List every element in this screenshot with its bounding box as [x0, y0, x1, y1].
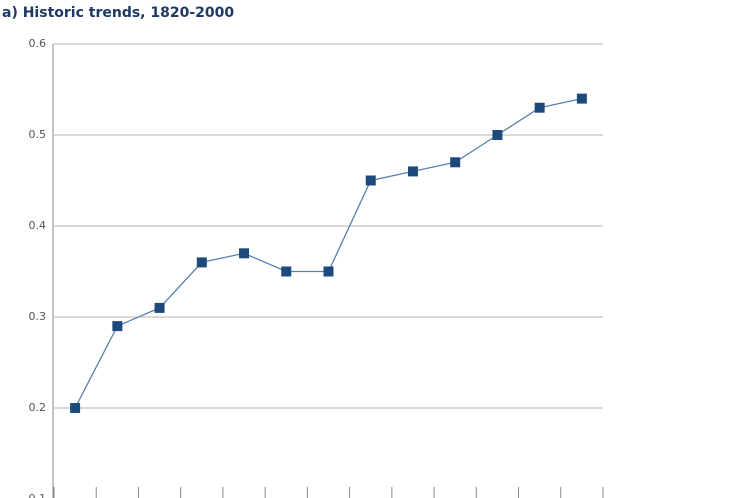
- point-marker: [112, 321, 123, 332]
- chart-title: a) Historic trends, 1820-2000: [2, 5, 234, 21]
- y-tick-label: 0.1: [29, 492, 47, 498]
- point-marker: [239, 248, 250, 259]
- point-marker: [323, 266, 334, 277]
- point-marker: [534, 102, 545, 113]
- point-marker: [70, 403, 81, 413]
- y-tick-label: 0.4: [29, 219, 47, 232]
- y-tick-label: 0.2: [29, 401, 47, 414]
- point-marker: [196, 257, 207, 268]
- point-marker: [281, 266, 292, 277]
- point-marker: [407, 166, 418, 177]
- point-marker: [365, 175, 376, 186]
- y-tick-label: 0.6: [29, 37, 47, 50]
- series-line: [74, 97, 583, 409]
- point-marker: [576, 93, 587, 104]
- point-marker: [492, 130, 503, 140]
- y-tick-label: 0.5: [29, 128, 47, 141]
- point-marker: [450, 157, 461, 168]
- y-tick-label: 0.3: [29, 310, 47, 323]
- point-marker: [154, 302, 165, 313]
